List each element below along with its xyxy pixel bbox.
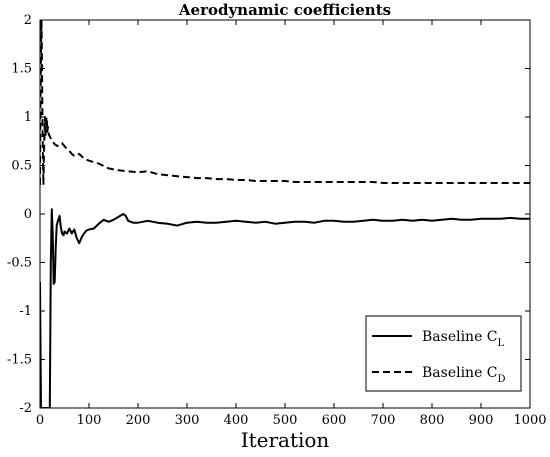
- x-tick-label: 200: [126, 413, 151, 428]
- x-axis: 0 100 200 300 400 500 600 700 800 900 1000: [36, 20, 547, 428]
- series-layer: [40, 20, 530, 408]
- x-tick-label: 400: [224, 413, 249, 428]
- legend-box: [365, 315, 522, 392]
- x-tick-label: 300: [175, 413, 200, 428]
- x-tick-label: 900: [469, 413, 494, 428]
- y-tick-label: -1: [19, 304, 32, 319]
- legend: Baseline CL Baseline CD: [365, 315, 522, 392]
- x-tick-label: 500: [273, 413, 298, 428]
- y-tick-label: 1: [24, 110, 32, 125]
- x-tick-label: 0: [36, 413, 44, 428]
- y-tick-label: 2: [24, 13, 32, 28]
- y-tick-label: 0: [24, 207, 32, 222]
- y-tick-label: -1.5: [7, 353, 32, 368]
- y-tick-label: -2: [19, 401, 32, 416]
- legend-label: Baseline CL: [422, 329, 505, 349]
- x-tick-label: 700: [371, 413, 396, 428]
- chart-title: Aerodynamic coefficients: [178, 1, 391, 19]
- x-tick-label: 100: [77, 413, 102, 428]
- legend-label: Baseline CD: [422, 365, 506, 385]
- x-tick-label: 600: [322, 413, 347, 428]
- series-line-d: [40, 20, 530, 186]
- x-tick-label: 800: [420, 413, 445, 428]
- series-line-l: [40, 208, 530, 408]
- y-tick-label: 0.5: [11, 159, 32, 174]
- y-axis: -2 -1.5 -1 -0.5 0 0.5 1 1.5 2: [7, 13, 530, 416]
- x-tick-label: 1000: [513, 413, 546, 428]
- y-tick-label: 1.5: [11, 62, 32, 77]
- y-tick-label: -0.5: [7, 256, 32, 271]
- x-axis-label: Iteration: [241, 428, 330, 452]
